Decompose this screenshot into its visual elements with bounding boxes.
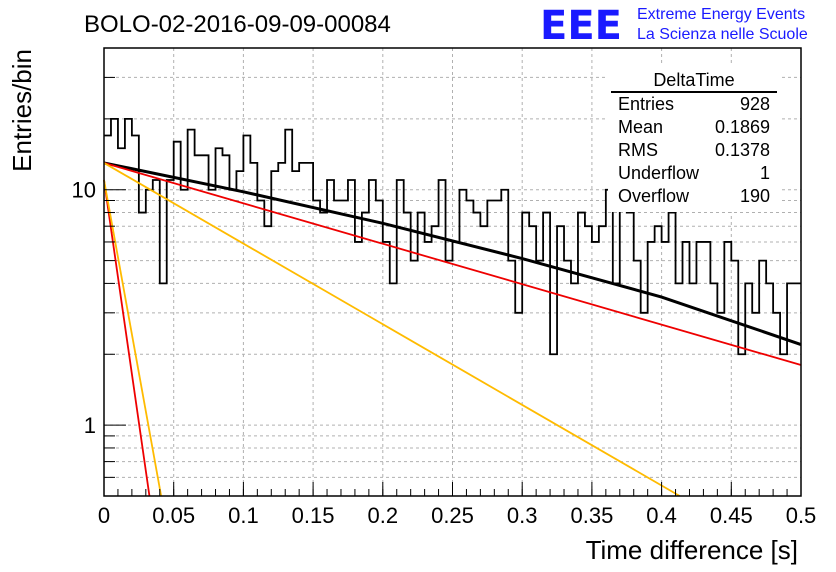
x-tick-label: 0.3	[507, 503, 538, 528]
stats-box: DeltaTime Entries 928 Mean 0.1869 RMS 0.1378 U…	[608, 66, 780, 212]
histogram	[104, 117, 801, 356]
logo-line-1: Extreme Energy Events	[637, 6, 805, 23]
stats-label: Entries	[618, 94, 674, 114]
exponential-component-curve	[103, 179, 151, 497]
x-tick-label: 0.2	[368, 503, 399, 528]
axis-ticks	[103, 47, 802, 497]
x-axis-label: Time difference [s]	[586, 535, 798, 565]
total-fit-curve	[103, 161, 802, 346]
fit-curves	[103, 161, 802, 497]
x-tick-label: 0.15	[292, 503, 335, 528]
logo-line-2: La Scienza nelle Scuole	[637, 26, 808, 43]
tick-labels: 0 0.05 0.1 0.15 0.2 0.25 0.3 0.35 0.4 0.45 0.5 1 10	[72, 178, 817, 528]
x-tick-label: 0.35	[570, 503, 613, 528]
stats-label: Mean	[618, 117, 663, 137]
stats-value: 0.1378	[715, 140, 770, 160]
stats-value: 928	[740, 94, 770, 114]
stats-label: RMS	[618, 140, 658, 160]
x-tick-label: 0.25	[431, 503, 474, 528]
x-tick-label: 0.1	[228, 503, 259, 528]
stats-label: Overflow	[618, 186, 690, 206]
exponential-component-curve	[103, 162, 681, 497]
histogram-outline	[104, 117, 801, 356]
stats-value: 0.1869	[715, 117, 770, 137]
eee-logo: EEE Extreme Energy Events La Scienza nel…	[540, 3, 808, 49]
exponential-component-curve	[103, 162, 802, 366]
x-tick-label: 0.4	[646, 503, 677, 528]
stats-value: 190	[740, 186, 770, 206]
y-tick-label: 10	[72, 178, 96, 203]
stats-value: 1	[760, 163, 770, 183]
logo-text: EEE	[540, 3, 622, 49]
stats-label: Underflow	[618, 163, 700, 183]
x-tick-label: 0	[98, 503, 110, 528]
stats-rows: Entries 928 Mean 0.1869 RMS 0.1378 Underflow 1 O…	[618, 94, 770, 206]
y-tick-label: 1	[84, 413, 96, 438]
chart-title: BOLO-02-2016-09-09-00084	[84, 11, 391, 38]
x-tick-label: 0.45	[710, 503, 753, 528]
grid-lines	[104, 47, 801, 497]
x-tick-label: 0.05	[152, 503, 195, 528]
stats-box-name: DeltaTime	[653, 70, 734, 90]
stats-box-background	[608, 66, 780, 212]
x-tick-label: 0.5	[786, 503, 817, 528]
y-axis-label: Entries/bin	[7, 49, 37, 172]
exponential-component-curve	[103, 179, 163, 497]
